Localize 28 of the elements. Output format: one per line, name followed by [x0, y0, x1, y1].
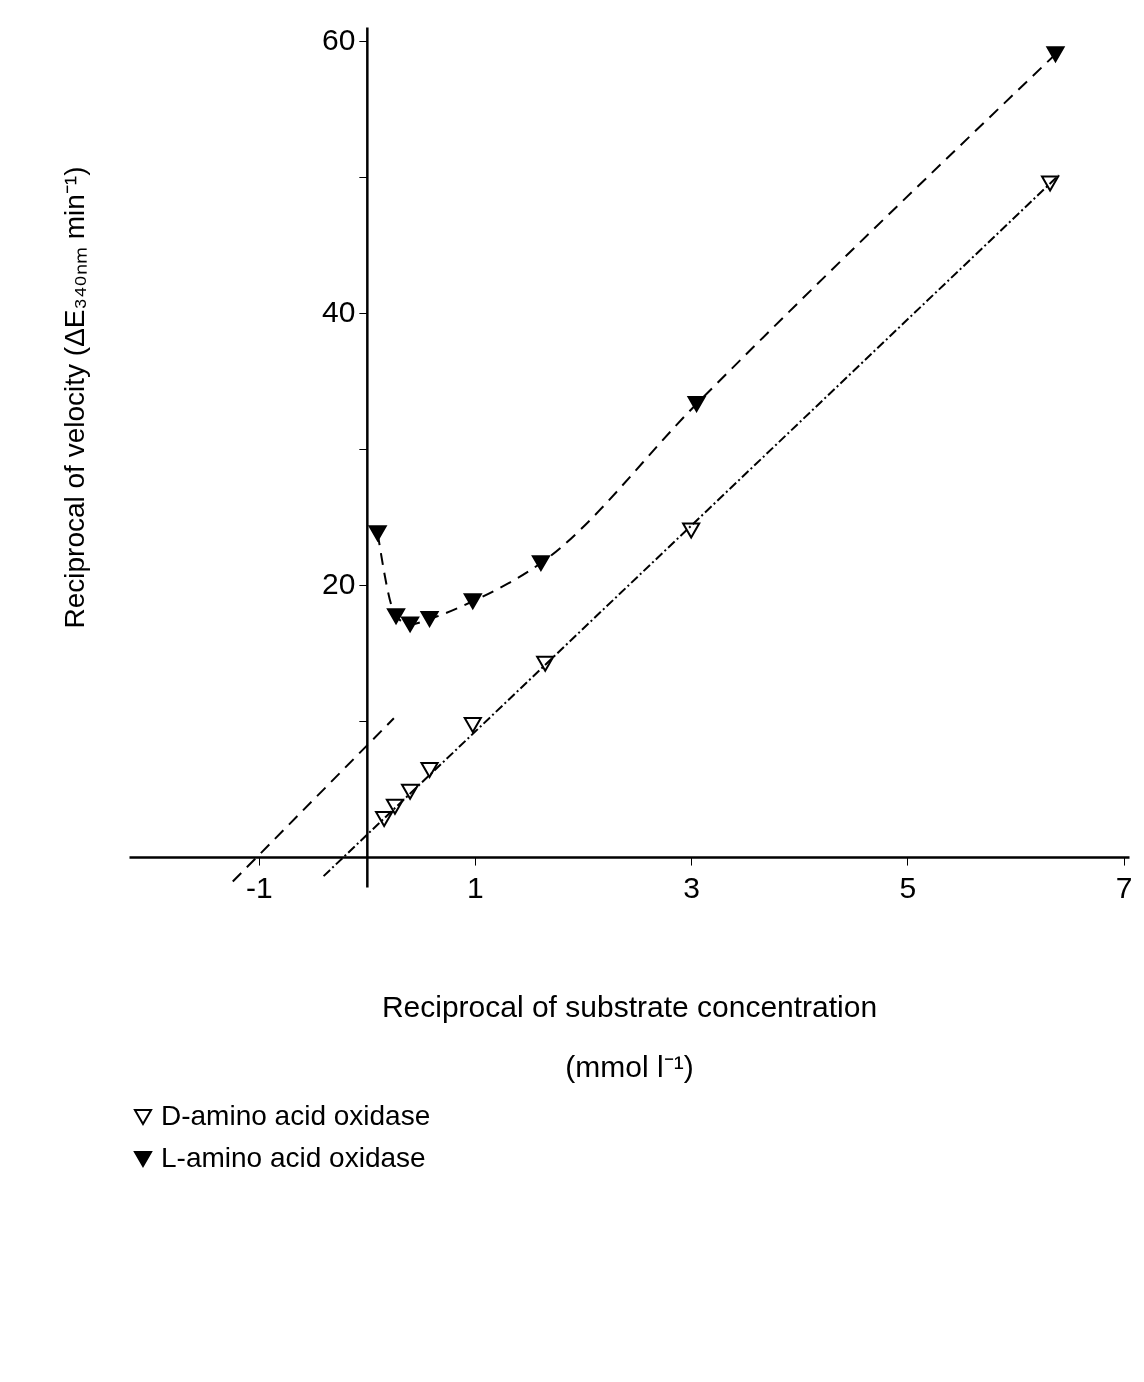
- y-tick-label: 60: [321, 23, 356, 57]
- point: [420, 610, 439, 627]
- x-tick-label: 7: [1115, 870, 1133, 904]
- point: [1041, 175, 1060, 192]
- point: [687, 395, 706, 412]
- point: [463, 717, 482, 734]
- point: [1046, 46, 1065, 63]
- x-axis-title: Reciprocal of substrate concentration (mmol l⁻¹): [381, 989, 878, 1083]
- x-tick-label: 1: [467, 870, 484, 904]
- legend-label: D-amino acid oxidase: [161, 1100, 431, 1131]
- point: [531, 555, 550, 572]
- point: [463, 593, 482, 610]
- legend-label: L-amino acid oxidase: [161, 1142, 426, 1173]
- y-tick-label: 20: [321, 567, 356, 601]
- point: [420, 761, 439, 778]
- point: [536, 655, 555, 672]
- point: [682, 522, 701, 539]
- point: [385, 798, 405, 815]
- point: [401, 783, 420, 800]
- point: [375, 810, 394, 827]
- x-tick-label: 3: [683, 870, 701, 904]
- point: [386, 608, 406, 625]
- point: [401, 616, 420, 633]
- y-axis-title: Reciprocal of velocity (ΔE₃₄₀ₙₘ min⁻¹): [58, 166, 90, 629]
- x-tick-label: -1: [245, 870, 273, 904]
- point: [368, 525, 387, 542]
- y-tick-label: 40: [321, 295, 356, 329]
- x-tick-label: 5: [899, 870, 917, 904]
